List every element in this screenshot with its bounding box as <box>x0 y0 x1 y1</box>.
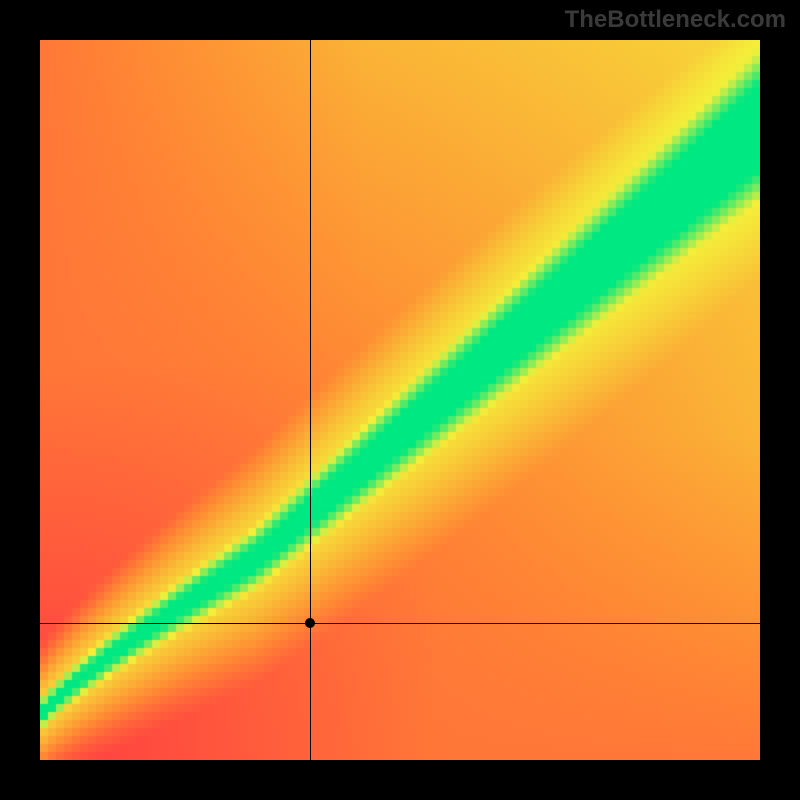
crosshair-marker <box>305 618 315 628</box>
crosshair-horizontal <box>40 623 760 624</box>
watermark-text: TheBottleneck.com <box>565 6 786 34</box>
chart-container: TheBottleneck.com <box>0 0 800 800</box>
heatmap-canvas <box>40 40 760 760</box>
crosshair-vertical <box>310 40 311 760</box>
plot-area <box>40 40 760 760</box>
